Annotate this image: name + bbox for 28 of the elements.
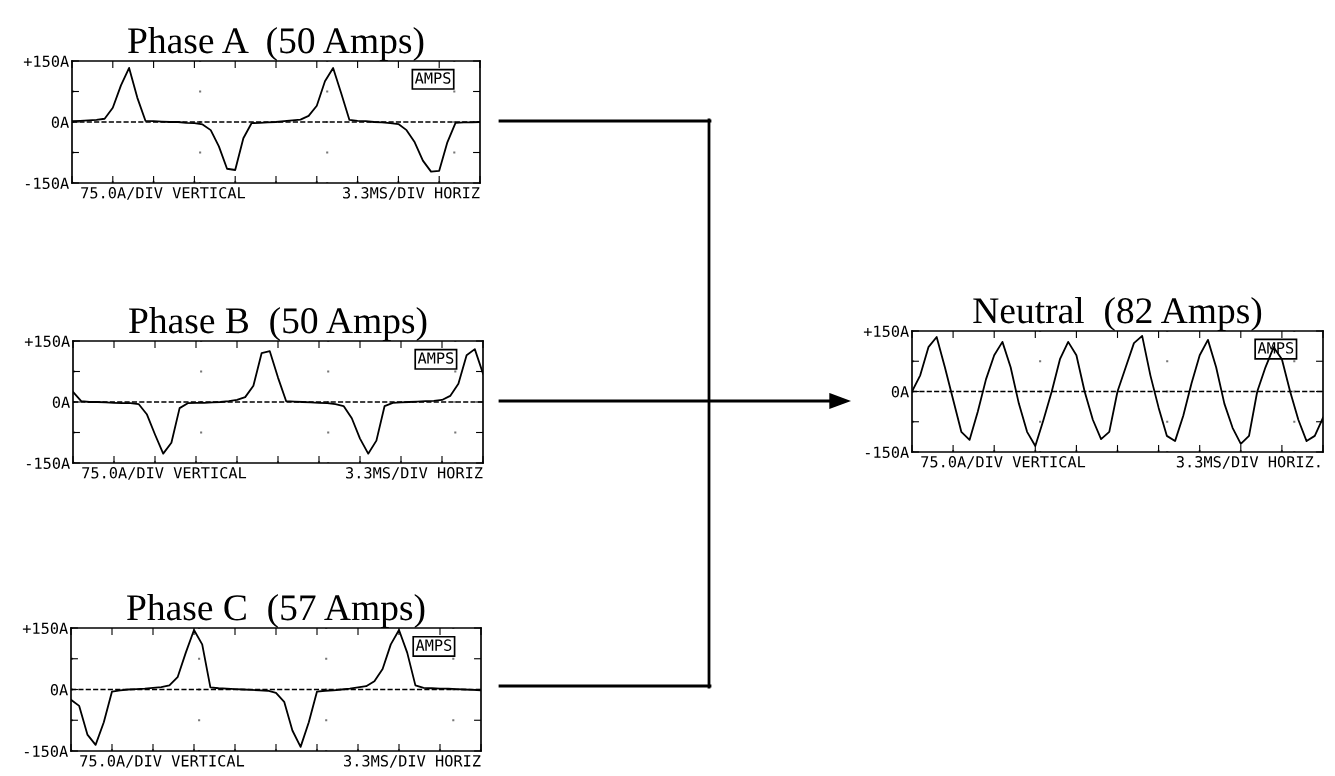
text: 75.0A/DIV VERTICAL <box>80 755 245 768</box>
chart-title: Neutral (82 Amps) <box>973 296 1262 331</box>
y-tick-label: 0A <box>50 684 68 696</box>
annotation: AMPS <box>414 72 451 84</box>
text: 3.3MS/DIV HORIZ <box>343 187 480 200</box>
y-tick-label: -150A <box>25 177 69 190</box>
chart-title: Phase C (57 Amps) <box>127 593 425 628</box>
text: 75.0A/DIV VERTICAL <box>82 467 247 480</box>
y-tick-label: -150A <box>24 745 68 758</box>
text: 3.3MS/DIV HORIZ <box>344 755 481 768</box>
chart-title: Phase B (50 Amps) <box>129 306 427 341</box>
chart-title: Phase A (50 Amps) <box>128 26 424 61</box>
annotation: AMPS <box>415 639 452 651</box>
y-tick-label: +150A <box>24 335 70 348</box>
y-tick-label: +150A <box>863 325 909 338</box>
text: 75.0A/DIV VERTICAL <box>81 187 246 200</box>
y-tick-label: +150A <box>22 622 68 635</box>
text: 3.3MS/DIV HORIZ <box>346 467 483 480</box>
y-tick-label: 0A <box>891 386 909 398</box>
y-tick-label: +150A <box>23 55 69 68</box>
annotation: AMPS <box>1257 342 1294 354</box>
text: 3.3MS/DIV HORIZ. <box>1176 455 1320 469</box>
y-tick-label: 0A <box>51 116 69 129</box>
y-tick-label: -150A <box>865 446 909 459</box>
annotation: AMPS <box>417 352 454 364</box>
y-tick-label: 0A <box>52 396 70 409</box>
text: 75.0A/DIV VERTICAL <box>921 455 1086 469</box>
y-tick-label: -150A <box>26 457 70 470</box>
